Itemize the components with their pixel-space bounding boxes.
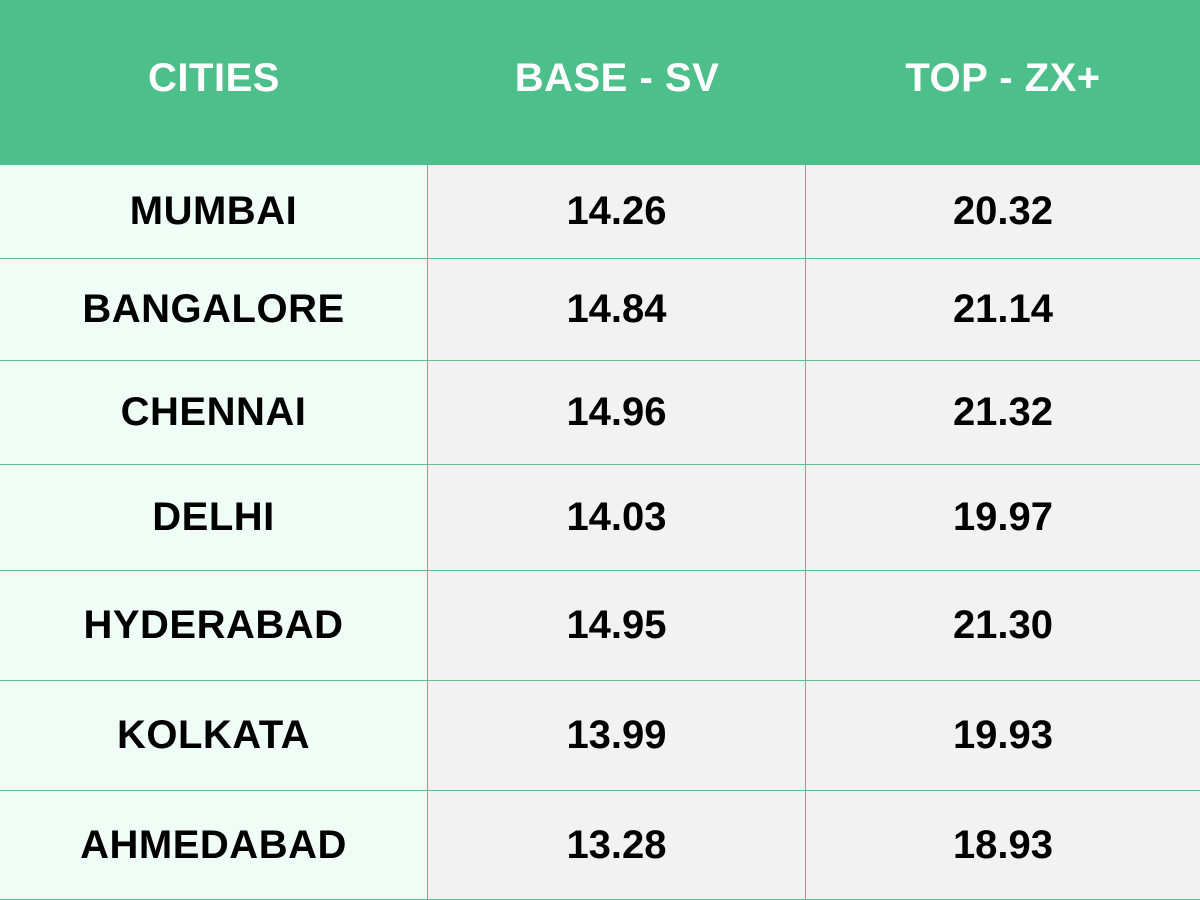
base-price-cell: 14.95 [428,571,806,681]
city-cell: AHMEDABAD [0,791,428,900]
top-price-cell: 21.32 [806,361,1200,465]
city-cell: MUMBAI [0,165,428,259]
city-cell: HYDERABAD [0,571,428,681]
top-price-cell: 19.93 [806,681,1200,791]
city-cell: CHENNAI [0,361,428,465]
base-price-cell: 14.84 [428,259,806,361]
base-price-cell: 14.96 [428,361,806,465]
top-price-cell: 21.30 [806,571,1200,681]
top-price-cell: 21.14 [806,259,1200,361]
top-price-cell: 19.97 [806,465,1200,571]
city-cell: BANGALORE [0,259,428,361]
city-cell: DELHI [0,465,428,571]
base-price-cell: 14.03 [428,465,806,571]
top-price-cell: 18.93 [806,791,1200,900]
top-price-cell: 20.32 [806,165,1200,259]
base-price-cell: 13.28 [428,791,806,900]
base-price-cell: 13.99 [428,681,806,791]
header-top-zx-plus: TOP - ZX+ [806,0,1200,165]
header-base-sv: BASE - SV [428,0,806,165]
base-price-cell: 14.26 [428,165,806,259]
city-cell: KOLKATA [0,681,428,791]
header-cities: CITIES [0,0,428,165]
